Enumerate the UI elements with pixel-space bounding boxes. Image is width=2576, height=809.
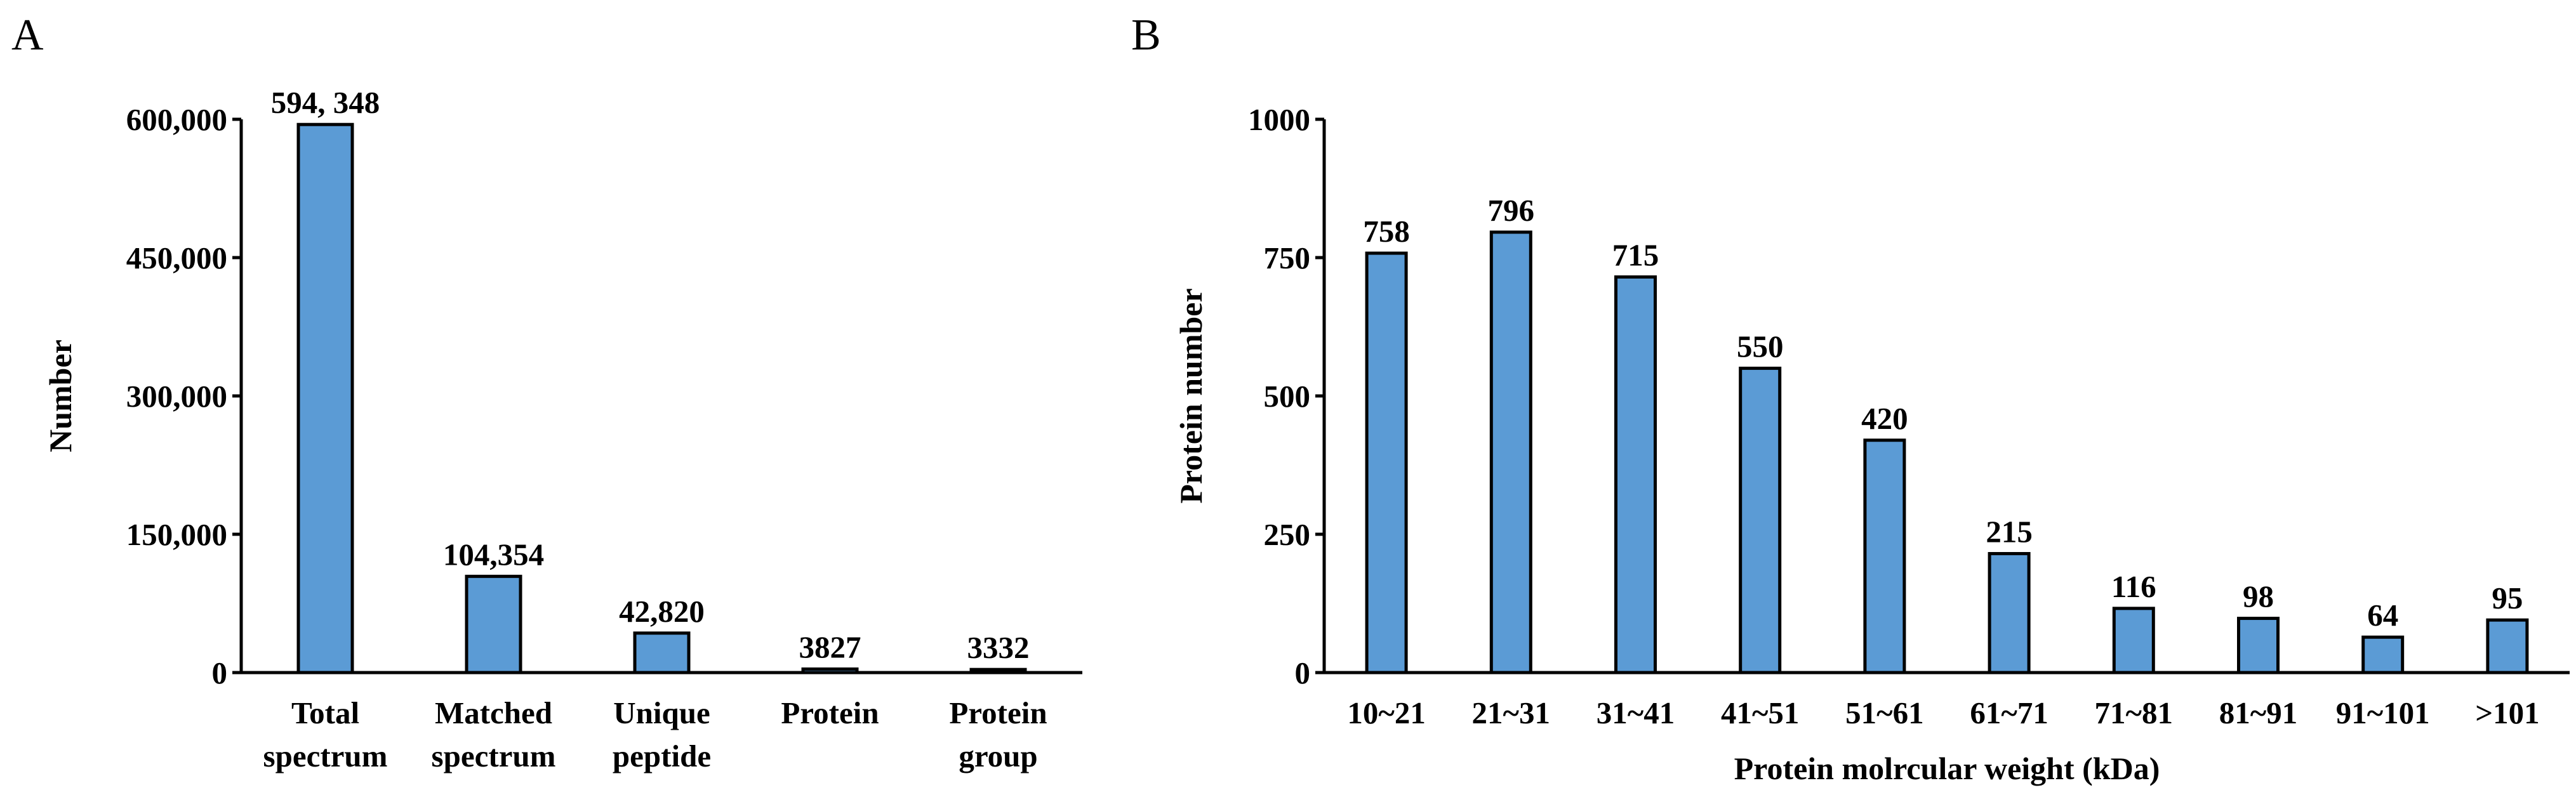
data-label: 594, 348 <box>271 85 380 120</box>
y-tick-label: 600,000 <box>126 102 227 137</box>
y-tick-label: 0 <box>212 655 228 690</box>
bar <box>2486 618 2529 674</box>
data-label: 796 <box>1488 193 1535 228</box>
bar <box>1365 251 1408 674</box>
x-tick-label-line: 21~31 <box>1472 695 1550 730</box>
y-tick-label: 300,000 <box>126 379 227 414</box>
data-label: 215 <box>1986 515 2033 549</box>
x-tick-label-line: group <box>959 739 1037 773</box>
bar <box>1988 552 2031 674</box>
x-tick-label-line: Protein <box>781 695 879 730</box>
bar <box>1863 438 1906 674</box>
bar <box>465 574 522 674</box>
x-tick-label-line: Protein <box>949 695 1047 730</box>
x-tick-label: >101 <box>2475 695 2539 730</box>
data-label: 715 <box>1612 238 1659 273</box>
data-label: 116 <box>2111 569 2156 604</box>
x-tick-label-line: 10~21 <box>1347 695 1425 730</box>
x-tick-label-line: 61~71 <box>1970 695 2048 730</box>
x-tick-label: 51~61 <box>1845 695 1923 730</box>
x-tick-label-line: 91~101 <box>2336 695 2430 730</box>
data-label: 64 <box>2367 598 2398 633</box>
bar <box>801 667 859 674</box>
data-label: 42,820 <box>619 594 705 629</box>
panel-b: B 0 250 500 750 1000 Protein number 758 10~21 79… <box>1131 11 2570 786</box>
x-tick-label-line: 81~91 <box>2219 695 2297 730</box>
x-tick-label: Matched spectrum <box>432 695 556 773</box>
data-label: 104,354 <box>443 537 544 572</box>
x-tick-label-line: 41~51 <box>1721 695 1799 730</box>
x-tick-label-line: >101 <box>2475 695 2539 730</box>
x-tick-label-line: peptide <box>613 739 711 773</box>
data-label: 420 <box>1861 401 1908 436</box>
x-tick-label: Protein <box>781 695 879 730</box>
data-label: 758 <box>1363 214 1410 249</box>
panel-a: A 0 150,000 300,000 450,000 600,000 Number 594… <box>11 11 1082 773</box>
x-tick-label: Total spectrum <box>263 695 388 773</box>
y-tick-label: 250 <box>1264 517 1311 552</box>
y-tick-label: 750 <box>1264 240 1311 275</box>
x-tick-label: 71~81 <box>2095 695 2173 730</box>
x-tick-label: Protein group <box>949 695 1047 773</box>
bar <box>633 631 691 674</box>
x-tick-label-line: spectrum <box>432 739 556 773</box>
bar <box>1739 366 1782 674</box>
bar <box>2361 635 2405 674</box>
data-label: 95 <box>2492 581 2523 615</box>
x-tick-label: 31~41 <box>1597 695 1675 730</box>
bar <box>296 122 354 674</box>
x-tick-label: 61~71 <box>1970 695 2048 730</box>
data-label: 3827 <box>799 629 861 664</box>
bar <box>2112 607 2155 674</box>
y-axis-title: Protein number <box>1173 288 1209 503</box>
bar <box>1614 275 1657 674</box>
x-tick-label-line: Matched <box>435 695 552 730</box>
data-label: 98 <box>2243 579 2274 614</box>
bar <box>1489 230 1532 674</box>
x-tick-label: 21~31 <box>1472 695 1550 730</box>
x-tick-label: 81~91 <box>2219 695 2297 730</box>
x-tick-label-line: 71~81 <box>2095 695 2173 730</box>
x-tick-label: 91~101 <box>2336 695 2430 730</box>
y-tick-label: 0 <box>1295 655 1311 690</box>
bar <box>969 668 1027 674</box>
x-tick-label: 41~51 <box>1721 695 1799 730</box>
x-tick-label: 10~21 <box>1347 695 1425 730</box>
y-tick-label: 450,000 <box>126 240 227 275</box>
data-label: 3332 <box>967 630 1030 665</box>
panel-a-letter: A <box>11 11 44 60</box>
x-tick-label-line: Total <box>291 695 359 730</box>
panel-b-letter: B <box>1131 11 1161 60</box>
x-tick-label: Unique peptide <box>613 695 711 773</box>
bar <box>2237 617 2280 674</box>
y-tick-label: 150,000 <box>126 517 227 552</box>
y-tick-label: 500 <box>1264 379 1311 414</box>
y-tick-label: 1000 <box>1248 102 1310 137</box>
x-tick-label-line: Unique <box>613 695 710 730</box>
data-label: 550 <box>1737 329 1784 364</box>
y-axis-title: Number <box>43 339 78 452</box>
x-axis-title: Protein molrcular weight (kDa) <box>1734 751 2160 786</box>
x-tick-label-line: 31~41 <box>1597 695 1675 730</box>
x-tick-label-line: spectrum <box>263 739 388 773</box>
x-tick-label-line: 51~61 <box>1845 695 1923 730</box>
